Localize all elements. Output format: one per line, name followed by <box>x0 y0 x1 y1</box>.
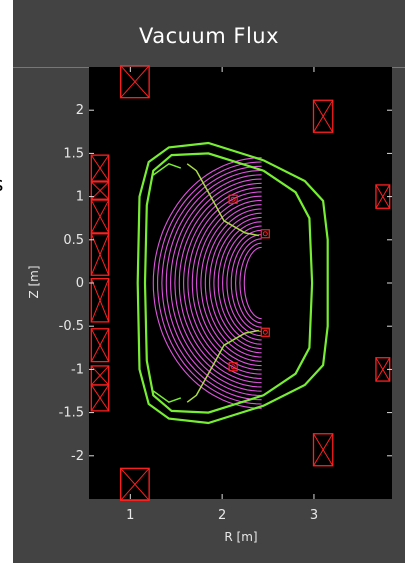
pf-coils <box>90 65 391 501</box>
flux-contour <box>157 161 262 405</box>
y-tick-label: 1.5 <box>63 146 84 161</box>
flux-contour <box>170 174 262 392</box>
flux-contours <box>152 157 262 409</box>
coil-cross <box>90 233 110 276</box>
coil-cross <box>90 328 110 362</box>
y-tick-label: 0 <box>76 276 84 291</box>
small-coil <box>228 362 238 372</box>
coil-cross <box>90 154 110 182</box>
flux-contour <box>226 229 262 337</box>
coil-cross <box>90 365 110 386</box>
x-tick-label: 3 <box>310 508 318 523</box>
y-tick-label: -1.5 <box>59 406 84 421</box>
flux-contour <box>230 234 262 332</box>
y-tick-label: -1 <box>71 362 84 377</box>
flux-contour <box>213 216 262 350</box>
outer-wall <box>136 141 329 425</box>
separatrix-upper <box>186 163 260 237</box>
flux-contour <box>200 204 262 362</box>
coil-box <box>312 433 334 467</box>
coil-cross <box>375 357 391 382</box>
flux-contour <box>235 238 262 328</box>
upper-divertor <box>152 162 182 176</box>
flux-contour <box>174 178 262 388</box>
coil-box <box>90 154 110 182</box>
small-coil-dot <box>262 231 268 237</box>
y-tick-label: 0.5 <box>63 233 84 248</box>
y-axis-label: Z [m] <box>27 265 41 298</box>
coil-box <box>90 278 110 323</box>
small-coil <box>228 194 238 204</box>
partial-text-char: s <box>0 172 3 196</box>
coil-box <box>90 181 110 200</box>
coil-box <box>120 467 150 501</box>
flux-contour <box>152 157 262 409</box>
x-tick-label: 2 <box>218 508 226 523</box>
flux-contour <box>187 191 262 375</box>
small-coil <box>260 327 270 337</box>
inner-wall <box>143 152 314 414</box>
small-coil-dot <box>230 364 236 370</box>
plot-area <box>89 67 392 499</box>
coil-box <box>90 328 110 363</box>
coil-box <box>312 99 334 133</box>
vessel-walls <box>136 141 329 425</box>
y-tick-label: -2 <box>71 449 84 464</box>
left-background-strip <box>0 0 13 563</box>
small-coil-dot <box>230 196 236 202</box>
coil-box <box>120 65 150 99</box>
small-coil <box>260 229 270 239</box>
x-tick-label: 1 <box>126 508 134 523</box>
flux-contour <box>209 212 262 354</box>
flux-contour <box>239 242 262 324</box>
coil-box <box>90 384 110 412</box>
coil-cross <box>120 65 150 99</box>
figure-window: Vacuum Flux 1 2 3 2 1.5 1 0.5 0 -0.5 -1 -1.5 -2 R [… <box>13 0 405 563</box>
flux-contour <box>165 169 262 397</box>
x-axis-label: R [m] <box>224 530 257 544</box>
coil-box <box>90 233 110 276</box>
coil-cross <box>90 278 110 323</box>
flux-contour <box>243 246 262 320</box>
flux-contour <box>178 182 262 384</box>
flux-plot: 1 2 3 2 1.5 1 0.5 0 -0.5 -1 -1.5 -2 R [m] Z [m] <box>27 65 392 544</box>
coil-cross <box>313 433 334 466</box>
flux-contour <box>222 225 262 341</box>
coil-cross <box>90 384 110 412</box>
lower-divertor <box>152 390 182 404</box>
axis-ticks: 1 2 3 2 1.5 1 0.5 0 -0.5 -1 -1.5 -2 <box>59 67 392 523</box>
flux-contour <box>191 195 262 371</box>
flux-contour <box>183 187 262 379</box>
coil-cross <box>90 199 110 234</box>
separatrix-lower <box>186 329 260 403</box>
small-coil-dot <box>262 329 268 335</box>
coil-box <box>90 199 110 234</box>
coil-cross <box>90 181 110 200</box>
coil-cross <box>375 184 391 209</box>
partial-text-fragment: s <box>0 172 13 196</box>
figure-title: Vacuum Flux <box>138 24 280 48</box>
y-tick-label: 2 <box>76 103 84 118</box>
coil-cross <box>313 100 334 133</box>
flux-contour <box>204 208 262 358</box>
flux-contour <box>196 199 262 367</box>
y-tick-label: -0.5 <box>59 319 84 334</box>
flux-contour <box>161 165 262 401</box>
coil-cross <box>120 467 150 501</box>
y-tick-label: 1 <box>76 190 84 205</box>
